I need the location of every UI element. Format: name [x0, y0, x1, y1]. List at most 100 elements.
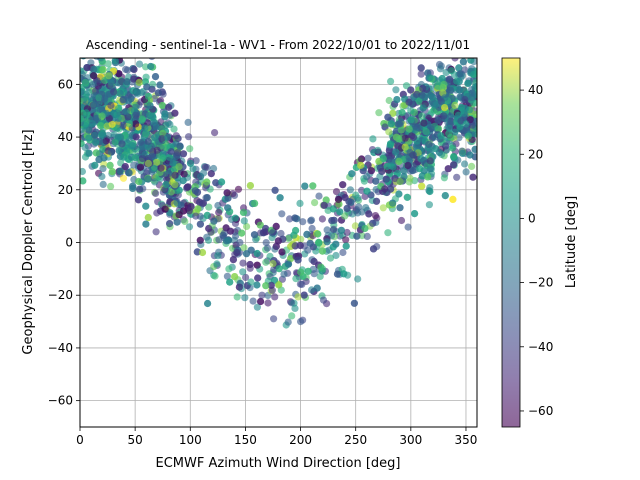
scatter-point [196, 236, 204, 244]
scatter-point [225, 236, 233, 244]
scatter-point [203, 233, 211, 241]
scatter-point [342, 242, 350, 250]
scatter-point [319, 265, 327, 273]
scatter-point [144, 143, 152, 151]
scatter-point [271, 293, 279, 301]
scatter-point [468, 162, 476, 170]
scatter-point [211, 272, 219, 280]
scatter-point [378, 167, 386, 176]
scatter-point [239, 268, 247, 276]
scatter-point [152, 158, 161, 166]
scatter-point [150, 164, 158, 172]
scatter-point [159, 129, 167, 137]
scatter-point [304, 246, 312, 254]
scatter-point [441, 192, 449, 200]
scatter-point [371, 212, 380, 220]
scatter-point [240, 217, 248, 225]
scatter-point [142, 63, 150, 71]
scatter-point [318, 215, 326, 223]
scatter-point [473, 49, 480, 56]
scatter-point [124, 26, 131, 33]
scatter-point [332, 188, 341, 196]
scatter-point [115, 147, 123, 155]
scatter-point [204, 299, 212, 308]
scatter-point [229, 190, 237, 198]
scatter-point [242, 273, 250, 281]
scatter-point [142, 202, 150, 210]
scatter-point [98, 112, 106, 120]
scatter-point [440, 80, 448, 88]
scatter-point [447, 133, 455, 141]
scatter-point [296, 199, 304, 207]
scatter-point [296, 280, 304, 288]
scatter-point [358, 186, 366, 194]
scatter-point [90, 65, 98, 73]
scatter-point [260, 229, 268, 237]
scatter-point [173, 151, 181, 159]
scatter-point [450, 161, 458, 169]
x-tick-label: 350 [455, 433, 478, 447]
scatter-point [297, 268, 305, 276]
scatter-point [294, 256, 302, 264]
scatter-point [184, 118, 192, 126]
scatter-point [167, 148, 175, 156]
colorbar: −60 −40 −20 0 20 40 [501, 57, 553, 428]
scatter-point [213, 260, 221, 268]
y-tick-label: 0 [65, 236, 73, 250]
scatter-point [83, 64, 91, 72]
scatter-point [395, 157, 403, 165]
scatter-point [437, 97, 445, 106]
scatter-point [173, 218, 181, 226]
scatter-point [100, 154, 108, 162]
x-tick-label: 50 [127, 433, 142, 447]
scatter-point [323, 238, 331, 246]
scatter-point [449, 144, 457, 152]
scatter-point [166, 220, 174, 228]
scatter-point [226, 227, 234, 235]
scatter-point [243, 222, 251, 231]
scatter-point [132, 120, 140, 128]
scatter-point [353, 232, 361, 240]
scatter-point [185, 133, 193, 141]
scatter-point [122, 65, 130, 73]
scatter-point [451, 128, 459, 136]
scatter-point [138, 148, 146, 156]
scatter-point [263, 244, 272, 252]
scatter-point [354, 209, 362, 217]
scatter-point [297, 318, 305, 326]
scatter-point [89, 80, 97, 88]
scatter-point [215, 208, 223, 216]
scatter-point [384, 229, 392, 237]
scatter-point [416, 165, 424, 173]
scatter-point [315, 239, 323, 247]
y-tick-label: −60 [48, 394, 73, 408]
scatter-point [148, 58, 156, 61]
scatter-point [239, 208, 248, 216]
scatter-point [451, 101, 459, 109]
scatter-point [300, 291, 308, 299]
scatter-point [372, 197, 381, 205]
scatter-point [165, 169, 173, 177]
scatter-point [425, 140, 433, 148]
scatter-point [355, 203, 363, 211]
scatter-point [274, 237, 282, 245]
scatter-point [224, 204, 232, 212]
scatter-point [81, 78, 89, 86]
scatter-point [194, 205, 202, 213]
colorbar-tick-label: −20 [528, 276, 553, 290]
scatter-point [233, 248, 241, 257]
scatter-point [136, 185, 144, 193]
scatter-point [99, 180, 107, 188]
scatter-point [441, 104, 449, 112]
scatter-point [219, 231, 227, 239]
scatter-point [345, 198, 353, 206]
scatter-point [116, 89, 124, 97]
scatter-point [157, 164, 165, 172]
scatter-point [232, 232, 240, 240]
scatter-point [199, 199, 207, 207]
scatter-point [417, 64, 425, 72]
scatter-point [375, 109, 383, 117]
scatter-point [179, 177, 187, 185]
scatter-point [461, 95, 469, 104]
